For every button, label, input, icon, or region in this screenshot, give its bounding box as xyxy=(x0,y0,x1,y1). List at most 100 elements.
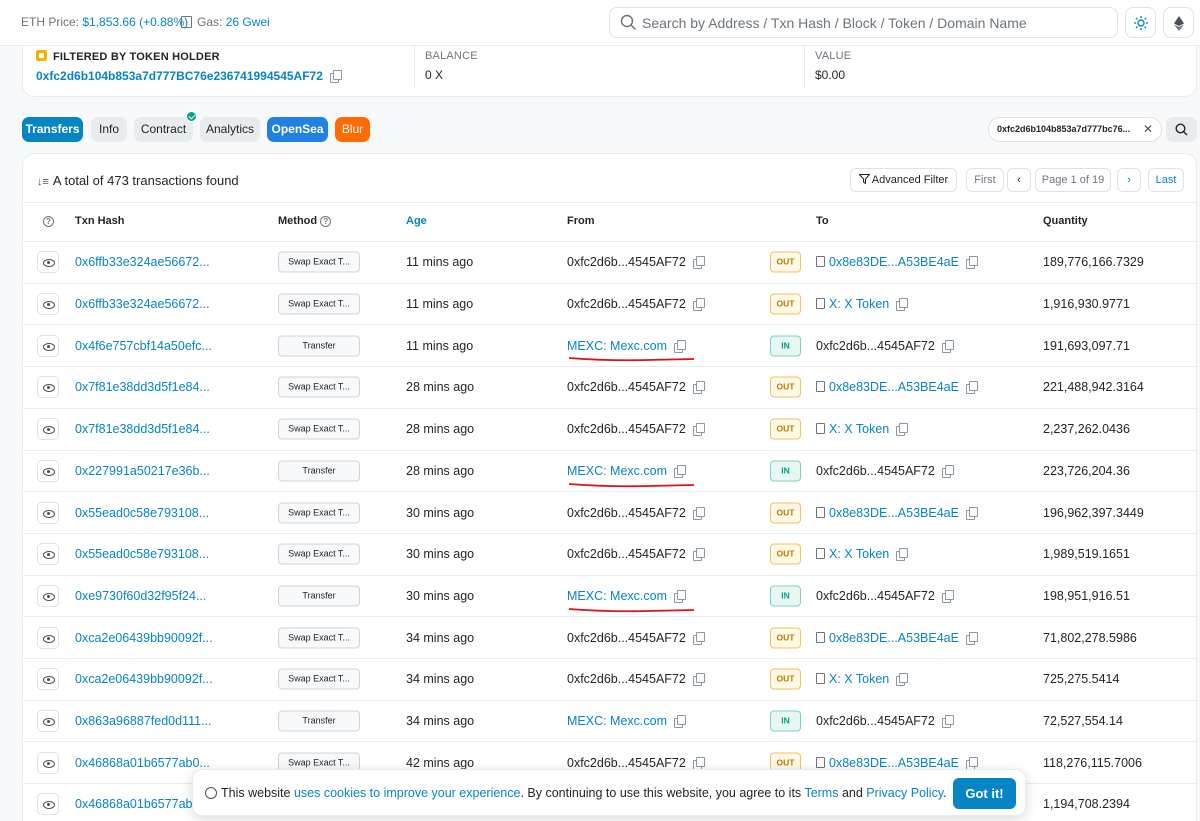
copy-icon[interactable] xyxy=(896,548,909,562)
eye-icon[interactable] xyxy=(37,418,59,441)
copy-icon[interactable] xyxy=(674,339,687,353)
to-address[interactable]: 0x8e83DE...A53BE4aE xyxy=(816,255,978,270)
txn-hash-link[interactable]: 0x7f81e38dd3d5f1e84... xyxy=(75,380,210,395)
last-page-button[interactable]: Last xyxy=(1148,168,1184,192)
eye-icon[interactable] xyxy=(37,251,59,274)
txn-hash-link[interactable]: 0xca2e06439bb90092f... xyxy=(75,630,213,645)
txn-hash-link[interactable]: 0x6ffb33e324ae56672... xyxy=(75,297,210,312)
tab-transfers[interactable]: Transfers xyxy=(22,117,83,142)
got-it-button[interactable]: Got it! xyxy=(953,778,1016,809)
advanced-filter-button[interactable]: Advanced Filter xyxy=(850,168,957,192)
to-address[interactable]: X: X Token xyxy=(816,547,909,562)
from-address[interactable]: MEXC: Mexc.com xyxy=(567,714,687,729)
eye-icon[interactable] xyxy=(37,793,59,816)
copy-icon[interactable] xyxy=(965,756,978,770)
copy-icon[interactable] xyxy=(692,381,705,395)
txn-hash-link[interactable]: 0x6ffb33e324ae56672... xyxy=(75,255,210,270)
help-icon[interactable]: ? xyxy=(320,216,332,227)
copy-icon[interactable] xyxy=(692,423,705,437)
address-filter-chip[interactable]: 0xfc2d6b104b853a7d777bc76... ✕ xyxy=(988,117,1162,142)
txn-hash-link[interactable]: 0x46868a01b6577ab0... xyxy=(75,755,210,770)
copy-icon[interactable] xyxy=(692,548,705,562)
eye-icon[interactable] xyxy=(37,334,59,357)
copy-icon[interactable] xyxy=(941,589,954,603)
close-icon[interactable]: ✕ xyxy=(1142,122,1153,136)
tab-opensea[interactable]: OpenSea xyxy=(267,117,328,142)
eth-price-value[interactable]: $1,853.66 (+0.88%) xyxy=(82,15,189,29)
txn-hash-link[interactable]: 0x55ead0c58e793108... xyxy=(75,547,210,562)
copy-icon[interactable] xyxy=(965,381,978,395)
to-address[interactable]: 0x8e83DE...A53BE4aE xyxy=(816,506,978,520)
txn-hash-link[interactable]: 0x4f6e757cbf14a50efc... xyxy=(75,338,212,353)
copy-icon[interactable] xyxy=(674,715,687,729)
to-address[interactable]: X: X Token xyxy=(816,422,909,437)
eye-icon[interactable] xyxy=(37,751,59,774)
copy-icon[interactable] xyxy=(941,715,954,729)
from-address[interactable]: MEXC: Mexc.com xyxy=(567,464,687,478)
gas-value[interactable]: 26 Gwei xyxy=(225,15,270,29)
holder-address-link[interactable]: 0xfc2d6b104b853a7d777BC76e236741994545AF… xyxy=(36,69,323,83)
cookie-policy-link[interactable]: uses cookies to improve your experience xyxy=(293,786,521,800)
direction-badge: OUT xyxy=(770,293,801,315)
prev-page-button[interactable]: ‹ xyxy=(1007,168,1031,192)
global-search[interactable] xyxy=(609,7,1118,38)
help-icon[interactable]: ? xyxy=(43,216,54,227)
age-text: 28 mins ago xyxy=(406,463,475,478)
tab-info[interactable]: Info xyxy=(91,117,127,142)
copy-icon[interactable] xyxy=(941,464,954,478)
txn-hash-link[interactable]: 0x55ead0c58e793108... xyxy=(75,505,210,520)
copy-icon[interactable] xyxy=(692,631,705,645)
filter-search-button[interactable] xyxy=(1166,117,1197,142)
txn-hash-link[interactable]: 0x7f81e38dd3d5f1e84... xyxy=(75,422,210,437)
eye-icon[interactable] xyxy=(37,293,59,316)
txn-hash-link[interactable]: 0x863a96887fed0d111... xyxy=(75,714,212,729)
to-address[interactable]: 0x8e83DE...A53BE4aE xyxy=(816,631,978,645)
copy-icon[interactable] xyxy=(692,673,705,687)
eye-icon[interactable] xyxy=(37,584,59,607)
copy-icon[interactable] xyxy=(896,423,909,437)
eye-icon[interactable] xyxy=(37,626,59,649)
copy-icon[interactable] xyxy=(941,339,954,353)
theme-toggle-button[interactable] xyxy=(1125,7,1156,38)
eye-icon[interactable] xyxy=(37,501,59,524)
to-address[interactable]: X: X Token xyxy=(816,672,909,687)
copy-icon[interactable] xyxy=(692,506,705,520)
copy-icon[interactable] xyxy=(692,756,705,770)
eye-icon[interactable] xyxy=(37,710,59,733)
txn-hash-link[interactable]: 0x46868a01b6577ab0... xyxy=(75,797,210,812)
eye-icon[interactable] xyxy=(37,668,59,691)
copy-icon[interactable] xyxy=(674,464,687,478)
copy-icon[interactable] xyxy=(896,298,909,312)
copy-icon[interactable] xyxy=(965,256,978,270)
eye-icon[interactable] xyxy=(37,543,59,566)
copy-icon[interactable] xyxy=(674,589,687,603)
tab-analytics[interactable]: Analytics xyxy=(200,117,260,142)
copy-icon[interactable] xyxy=(329,70,342,83)
from-address[interactable]: MEXC: Mexc.com xyxy=(567,339,687,353)
next-page-button[interactable]: › xyxy=(1117,168,1141,192)
col-age[interactable]: Age xyxy=(406,215,427,227)
copy-icon[interactable] xyxy=(965,631,978,645)
terms-link[interactable]: Terms xyxy=(804,786,839,800)
to-address[interactable]: 0x8e83DE...A53BE4aE xyxy=(816,380,978,395)
first-page-button[interactable]: First xyxy=(966,168,1004,192)
copy-icon[interactable] xyxy=(692,298,705,312)
eye-icon[interactable] xyxy=(37,376,59,399)
privacy-policy-link[interactable]: Privacy Policy xyxy=(866,786,944,800)
txn-hash-link[interactable]: 0xe9730f60d32f95f24... xyxy=(75,588,207,603)
tab-contract[interactable]: Contract xyxy=(134,117,193,142)
search-input[interactable] xyxy=(642,8,1112,37)
txn-hash-link[interactable]: 0x227991a50217e36b... xyxy=(75,463,210,478)
copy-icon[interactable] xyxy=(692,256,705,270)
tab-blur[interactable]: Blur xyxy=(335,117,370,142)
to-address[interactable]: X: X Token xyxy=(816,297,909,312)
txn-hash-link[interactable]: 0xca2e06439bb90092f... xyxy=(75,672,213,687)
network-button[interactable] xyxy=(1163,7,1194,38)
copy-icon[interactable] xyxy=(896,673,909,687)
to-address[interactable]: 0x8e83DE...A53BE4aE xyxy=(816,756,978,770)
to-address-text: 0x8e83DE...A53BE4aE xyxy=(829,255,959,270)
eye-icon[interactable] xyxy=(37,459,59,482)
copy-icon[interactable] xyxy=(965,506,978,520)
contract-icon xyxy=(816,506,825,518)
from-address[interactable]: MEXC: Mexc.com xyxy=(567,589,687,603)
